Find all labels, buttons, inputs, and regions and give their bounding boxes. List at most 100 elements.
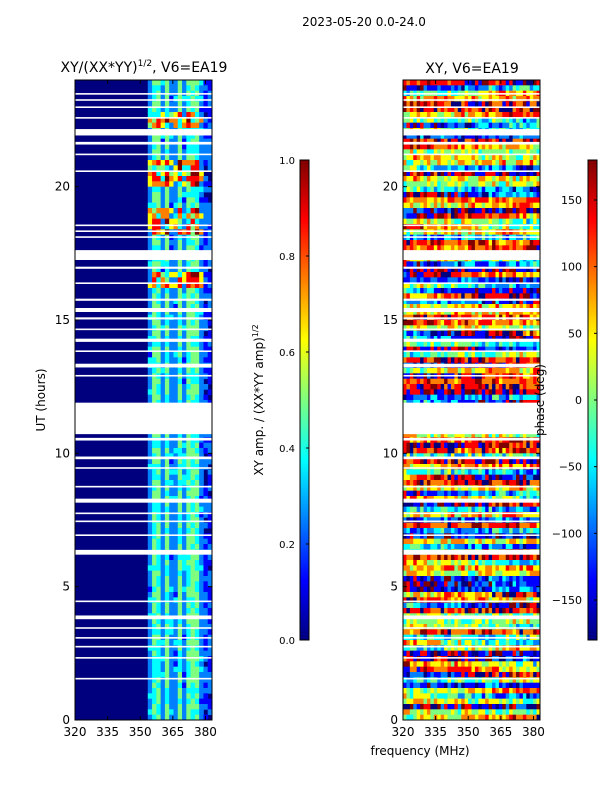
amp-heatmap-cell	[164, 512, 170, 518]
phase-heatmap-cell	[502, 96, 507, 102]
amp-heatmap-cell	[182, 357, 187, 364]
amp-heatmap-cell	[160, 624, 166, 630]
phase-heatmap-cell	[529, 229, 534, 236]
suptitle: 2023-05-20 0.0-24.0	[302, 15, 426, 29]
phase-heatmap-cell	[522, 378, 527, 385]
phase-heatmap-cell	[409, 293, 414, 300]
phase-heatmap-cell	[471, 165, 476, 172]
phase-heatmap-cell	[413, 192, 418, 198]
phase-heatmap-cell	[409, 112, 414, 118]
amp-heatmap-cell	[207, 389, 213, 396]
phase-heatmap-cell	[478, 453, 483, 460]
phase-heatmap-cell	[533, 272, 537, 278]
phase-heatmap-cell	[433, 165, 438, 172]
phase-heatmap-cell	[457, 474, 462, 481]
amp-heatmap-cell	[207, 213, 213, 220]
phase-heatmap-cell	[498, 181, 503, 188]
phase-heatmap-cell	[516, 304, 520, 310]
amp-heatmap-cell	[160, 533, 166, 540]
phase-heatmap-cell	[522, 138, 527, 145]
phase-heatmap-cell	[444, 144, 448, 150]
phase-heatmap-cell	[437, 186, 442, 193]
phase-heatmap-cell	[430, 181, 435, 188]
phase-heatmap-cell	[416, 133, 421, 140]
amp-heatmap-cell	[186, 245, 191, 252]
phase-heatmap-cell	[492, 309, 496, 316]
phase-heatmap-cell	[413, 202, 418, 209]
phase-heatmap-cell	[468, 80, 472, 86]
phase-heatmap-cell	[519, 160, 524, 166]
amp-heatmap-cell	[194, 245, 200, 252]
amp-heatmap-cell	[177, 186, 183, 193]
phase-heatmap-cell	[468, 149, 472, 156]
amp-heatmap-cell	[147, 96, 153, 102]
phase-heatmap-cell	[457, 106, 462, 113]
phase-heatmap-cell	[536, 272, 541, 278]
amp-heatmap-cell	[203, 602, 209, 609]
phase-heatmap-cell	[426, 80, 431, 86]
phase-heatmap-cell	[471, 293, 476, 300]
amp-heatmap-cell	[190, 229, 196, 236]
amp-heatmap-cell	[186, 602, 191, 609]
phase-heatmap-cell	[512, 261, 517, 268]
amp-heatmap-cell	[152, 576, 157, 582]
phase-heatmap-cell	[505, 320, 510, 326]
amp-heatmap-cell	[190, 581, 196, 588]
phase-heatmap-cell	[468, 112, 472, 118]
amp-heatmap-cell	[194, 469, 200, 476]
phase-heatmap-cell	[474, 357, 479, 364]
phase-heatmap-cell	[454, 96, 459, 102]
phase-heatmap-cell	[516, 112, 520, 118]
amp-heatmap-cell	[152, 464, 157, 470]
phase-heatmap-cell	[481, 469, 486, 476]
phase-heatmap-cell	[447, 272, 452, 278]
phase-heatmap-cell	[519, 117, 524, 124]
phase-heatmap-cell	[461, 85, 466, 92]
phase-heatmap-cell	[471, 346, 476, 353]
amp-heatmap-cell	[190, 464, 196, 470]
amp-heatmap-cell	[182, 608, 187, 614]
amp-heatmap-cell	[169, 506, 174, 513]
phase-heatmap-cell	[488, 106, 493, 113]
phase-heatmap-cell	[505, 480, 510, 486]
amp-heatmap-cell	[147, 192, 153, 198]
phase-heatmap-cell	[437, 277, 442, 284]
amp-heatmap-cell	[190, 208, 196, 214]
phase-heatmap-cell	[413, 442, 418, 449]
phase-heatmap-cell	[437, 432, 442, 438]
amp-heatmap-cell	[164, 272, 170, 278]
amp-heatmap-cell	[194, 389, 200, 396]
phase-heatmap-cell	[403, 240, 407, 246]
amp-heatmap-cell	[156, 101, 162, 108]
phase-heatmap-cell	[498, 288, 503, 294]
phase-heatmap-cell	[450, 346, 455, 353]
phase-heatmap-cell	[481, 240, 486, 246]
phase-heatmap-cell	[468, 293, 472, 300]
amp-heatmap-cell	[160, 117, 166, 124]
phase-heatmap-cell	[492, 357, 496, 364]
amp-flagged-interval	[75, 485, 212, 488]
amp-heatmap-cell	[186, 197, 191, 204]
amp-heatmap-cell	[152, 592, 157, 598]
phase-heatmap-cell	[502, 197, 507, 204]
amp-heatmap-cell	[160, 592, 166, 598]
amp-heatmap-cell	[177, 544, 183, 550]
amp-heatmap-cell	[199, 309, 204, 316]
phase-heatmap-cell	[533, 117, 537, 124]
amp-heatmap-cell	[190, 528, 196, 534]
phase-heatmap-cell	[495, 85, 500, 92]
amp-cbar-tick-label: 1.0	[279, 156, 295, 167]
amp-heatmap-cell	[186, 576, 191, 582]
amp-heatmap-cell	[194, 394, 200, 401]
amp-heatmap-cell	[207, 245, 213, 252]
phase-heatmap-cell	[423, 341, 428, 348]
amp-heatmap-cell	[160, 138, 166, 145]
phase-heatmap-cell	[420, 186, 424, 193]
phase-heatmap-cell	[420, 160, 424, 166]
phase-heatmap-cell	[495, 240, 500, 246]
amp-flagged-interval	[75, 615, 212, 620]
phase-heatmap-cell	[413, 288, 418, 294]
phase-heatmap-cell	[478, 208, 483, 214]
amp-heatmap-cell	[203, 218, 209, 225]
